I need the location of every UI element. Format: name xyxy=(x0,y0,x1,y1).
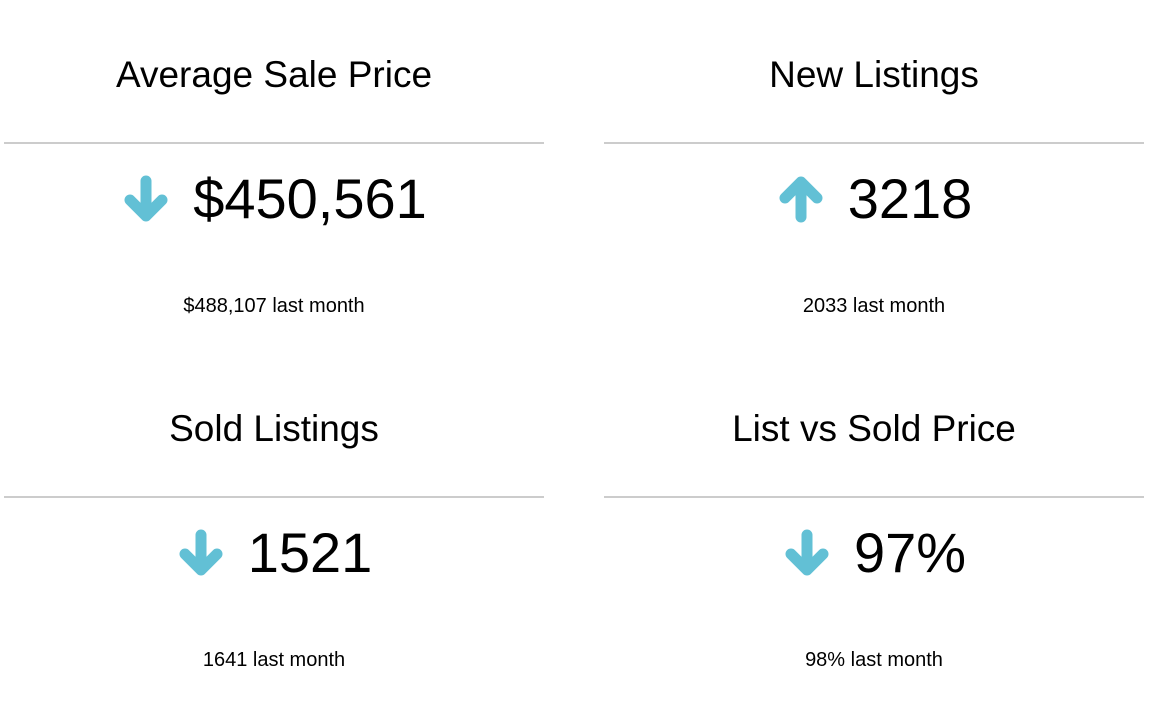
divider xyxy=(4,142,544,144)
previous-month-value: 98% last month xyxy=(805,649,943,671)
stat-card-sold-listings: Sold Listings 1521 1641 last month xyxy=(4,354,544,708)
card-title: Average Sale Price xyxy=(115,54,433,95)
previous-month-value: 2033 last month xyxy=(802,295,946,317)
value-row: $450,561 xyxy=(4,164,544,234)
value-row: 3218 xyxy=(604,164,1144,234)
stat-value: 1521 xyxy=(247,521,373,584)
card-title: List vs Sold Price xyxy=(732,408,1016,449)
arrow-up-icon xyxy=(776,174,826,224)
arrow-down-icon xyxy=(121,174,171,224)
stat-card-list-vs-sold-price: List vs Sold Price 97% 98% last month xyxy=(604,354,1144,708)
stat-card-new-listings: New Listings 3218 2033 last month xyxy=(604,0,1144,354)
stat-value: $450,561 xyxy=(193,167,427,230)
arrow-down-icon xyxy=(176,528,226,578)
divider xyxy=(604,496,1144,498)
stat-card-average-sale-price: Average Sale Price $450,561 $488,107 las… xyxy=(4,0,544,354)
arrow-down-icon xyxy=(782,528,832,578)
divider xyxy=(604,142,1144,144)
previous-month-value: $488,107 last month xyxy=(183,295,365,317)
value-row: 97% xyxy=(604,518,1144,588)
card-title: Sold Listings xyxy=(169,408,379,449)
divider xyxy=(4,496,544,498)
stat-value: 3218 xyxy=(847,167,973,230)
stat-value: 97% xyxy=(853,521,967,584)
previous-month-value: 1641 last month xyxy=(202,649,346,671)
card-title: New Listings xyxy=(769,54,979,95)
value-row: 1521 xyxy=(4,518,544,588)
